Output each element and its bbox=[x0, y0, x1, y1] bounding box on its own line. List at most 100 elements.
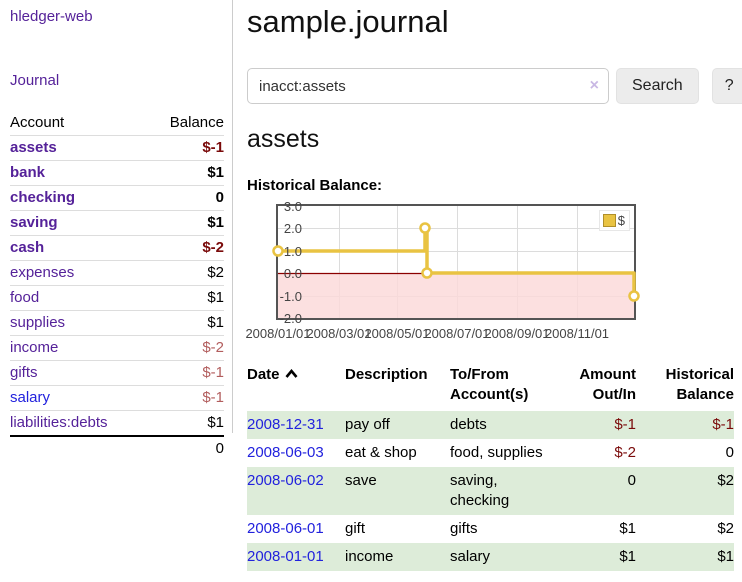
transaction-balance: $2 bbox=[717, 472, 734, 489]
transaction-date-link[interactable]: 2008-06-03 bbox=[247, 444, 324, 461]
account-row: expenses $2 bbox=[10, 260, 224, 286]
account-row: saving $1 bbox=[10, 210, 224, 236]
y-tick-label: 3.0 bbox=[283, 199, 302, 214]
account-row: supplies $1 bbox=[10, 310, 224, 336]
chart-canvas bbox=[272, 206, 640, 318]
chart-plot-area[interactable]: $ 3.0 2.0 1.0 0.0 -1.0 -2.0 2008/01/01 2… bbox=[245, 199, 640, 341]
account-balance: $2 bbox=[207, 264, 224, 281]
chart-title: Historical Balance: bbox=[247, 177, 383, 194]
account-balance: $-1 bbox=[202, 139, 224, 156]
register-row: 2008-12-31 pay off debts $-1 $-1 bbox=[247, 411, 734, 439]
register-row: 2008-06-02 save saving, checking 0 $2 bbox=[247, 467, 734, 515]
main-content: sample.journal × Search ? assets Histori… bbox=[245, 0, 742, 571]
x-tick-label: 2008/11/01 bbox=[544, 326, 610, 341]
x-tick-label: 2008/05/01 bbox=[364, 326, 430, 341]
sort-ascending-icon bbox=[285, 368, 298, 378]
account-balance: 0 bbox=[215, 189, 224, 206]
register-header-description: Description bbox=[345, 366, 428, 383]
account-row: salary $-1 bbox=[10, 385, 224, 411]
account-link-checking[interactable]: checking bbox=[10, 189, 76, 206]
y-tick-label: 2.0 bbox=[283, 221, 302, 236]
account-link-food[interactable]: food bbox=[10, 289, 40, 306]
data-point-markers bbox=[272, 222, 640, 302]
transaction-date-link[interactable]: 2008-01-01 bbox=[247, 548, 324, 565]
account-balance: $-2 bbox=[202, 339, 224, 356]
account-link-assets[interactable]: assets bbox=[10, 139, 57, 156]
transaction-tofrom: salary bbox=[450, 548, 491, 565]
register-row: 2008-01-01 income salary $1 $1 bbox=[247, 543, 734, 571]
transaction-date-link[interactable]: 2008-06-02 bbox=[247, 472, 324, 489]
account-row: liabilities:debts $1 bbox=[10, 410, 224, 437]
account-link-expenses[interactable]: expenses bbox=[10, 264, 75, 281]
account-link-saving[interactable]: saving bbox=[10, 214, 58, 231]
x-tick-label: 2008/03/01 bbox=[306, 326, 372, 341]
account-row: checking 0 bbox=[10, 185, 224, 211]
historical-balance-chart[interactable]: $ 3.0 2.0 1.0 0.0 -1.0 -2.0 2008/01/01 2… bbox=[245, 199, 735, 346]
transaction-amount: $1 bbox=[619, 520, 636, 537]
account-row: bank $1 bbox=[10, 160, 224, 186]
register-header-amount: Amount Out/In bbox=[579, 366, 636, 403]
register-row: 2008-06-03 eat & shop food, supplies $-2… bbox=[247, 439, 734, 467]
x-tick-label: 2008/01/01 bbox=[245, 326, 311, 341]
account-balance: $1 bbox=[207, 214, 224, 231]
y-tick-label: 0.0 bbox=[283, 266, 302, 281]
search-button[interactable]: Search bbox=[616, 68, 699, 104]
search-bar: × Search ? bbox=[247, 68, 742, 104]
transaction-tofrom: gifts bbox=[450, 520, 478, 537]
transaction-date-link[interactable]: 2008-12-31 bbox=[247, 416, 324, 433]
y-tick-label: 1.0 bbox=[283, 244, 302, 259]
account-row: gifts $-1 bbox=[10, 360, 224, 386]
clear-search-icon[interactable]: × bbox=[589, 77, 599, 94]
register-header-tofrom: To/From Account(s) bbox=[450, 366, 529, 403]
account-balance: $1 bbox=[207, 314, 224, 331]
account-link-income[interactable]: income bbox=[10, 339, 59, 356]
transaction-amount: $1 bbox=[619, 548, 636, 565]
register-row: 2008-06-01 gift gifts $1 $2 bbox=[247, 515, 734, 543]
register-header-row: Date Description To/From Account(s) Amou… bbox=[247, 363, 734, 411]
sidebar: hledger-web Journal Account Balance asse… bbox=[0, 0, 233, 457]
x-tick-label: 2008/09/01 bbox=[484, 326, 550, 341]
transaction-description: gift bbox=[345, 520, 366, 537]
account-balance: $-1 bbox=[202, 364, 224, 381]
page-title: sample.journal bbox=[247, 4, 449, 39]
search-input[interactable] bbox=[247, 68, 609, 104]
register-table: Date Description To/From Account(s) Amou… bbox=[247, 363, 734, 571]
transaction-tofrom: food, supplies bbox=[450, 444, 543, 461]
transaction-amount: 0 bbox=[627, 472, 636, 489]
account-heading: assets bbox=[247, 125, 320, 153]
account-balance: $1 bbox=[207, 289, 224, 306]
register-header-date: Date bbox=[247, 363, 345, 411]
help-button[interactable]: ? bbox=[711, 68, 742, 104]
register-header-balance: Historical Balance bbox=[665, 366, 734, 403]
account-balance: $-1 bbox=[202, 389, 224, 406]
transaction-tofrom: saving, checking bbox=[450, 472, 510, 509]
account-link-bank[interactable]: bank bbox=[10, 164, 46, 181]
account-link-liabilities-debts[interactable]: liabilities:debts bbox=[10, 414, 108, 431]
legend-swatch bbox=[602, 214, 616, 227]
account-link-supplies[interactable]: supplies bbox=[10, 314, 66, 331]
legend-label: $ bbox=[617, 213, 625, 228]
account-balance: $1 bbox=[207, 164, 224, 181]
chart-legend: $ bbox=[598, 210, 630, 231]
account-link-salary[interactable]: salary bbox=[10, 389, 51, 406]
negative-region bbox=[278, 273, 634, 318]
sidebar-item-journal[interactable]: Journal bbox=[10, 72, 60, 89]
account-row: income $-2 bbox=[10, 335, 224, 361]
account-row: cash $-2 bbox=[10, 235, 224, 261]
accounts-total-row: 0 bbox=[10, 436, 224, 461]
account-link-gifts[interactable]: gifts bbox=[10, 364, 38, 381]
transaction-amount: $-2 bbox=[614, 444, 636, 461]
accounts-header-account: Account bbox=[10, 114, 65, 131]
y-tick-label: -1.0 bbox=[279, 289, 302, 304]
transaction-balance: $-1 bbox=[712, 416, 734, 433]
accounts-header-balance: Balance bbox=[169, 114, 224, 131]
x-tick-label: 2008/07/01 bbox=[424, 326, 490, 341]
account-row: assets $-1 bbox=[10, 135, 224, 161]
transaction-balance: $2 bbox=[717, 520, 734, 537]
accounts-total-value: 0 bbox=[215, 440, 224, 457]
transaction-description: save bbox=[345, 472, 377, 489]
transaction-date-link[interactable]: 2008-06-01 bbox=[247, 520, 324, 537]
app-title-link[interactable]: hledger-web bbox=[10, 8, 93, 25]
accounts-table: Account Balance assets $-1 bank $1 check… bbox=[10, 111, 224, 461]
account-link-cash[interactable]: cash bbox=[10, 239, 45, 256]
